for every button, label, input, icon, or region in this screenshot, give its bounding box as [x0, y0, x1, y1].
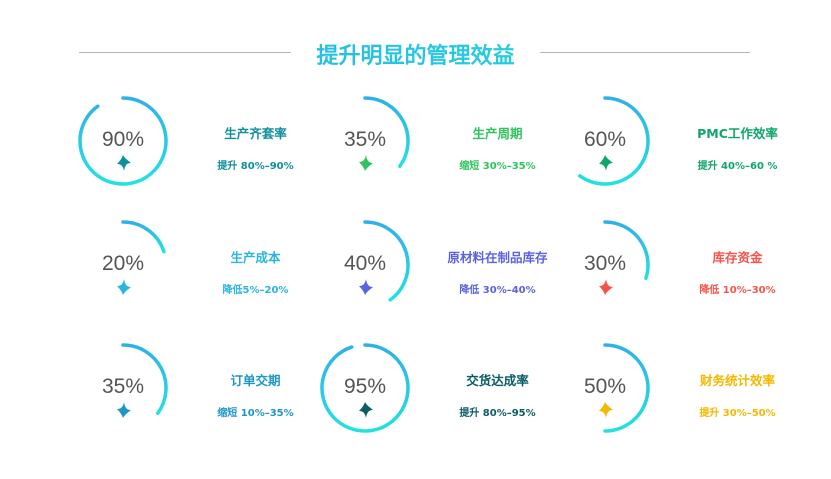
arrow-up-icon: [359, 402, 373, 418]
metric-name: 生产齐套率: [224, 126, 287, 141]
metric-card: 35% 生产周期 缩短 30%–35%: [320, 96, 560, 196]
metric-description: 提升 40%–60 %: [697, 161, 778, 172]
metric-description: 提升 30%–50%: [699, 408, 776, 419]
metric-percent: 60%: [583, 128, 627, 151]
metric-card: 20% 生产成本 降低5%–20%: [78, 220, 318, 320]
progress-ring: [363, 96, 410, 169]
metric-percent: 40%: [343, 252, 387, 275]
progress-arc: [320, 343, 410, 433]
arrow-up-icon: [599, 402, 613, 418]
metric-name: 订单交期: [230, 373, 281, 388]
metric-card: 60% PMC工作效率 提升 40%–60 %: [560, 96, 800, 196]
arrow-down-icon: [599, 279, 613, 295]
progress-arc: [603, 343, 650, 433]
metric-card: 30% 库存资金 降低 10%–30%: [560, 220, 800, 320]
progress-ring: [363, 220, 410, 302]
metric-description: 降低5%–20%: [222, 285, 289, 296]
metric-percent: 35%: [343, 128, 387, 151]
progress-ring: [577, 96, 650, 186]
metric-description: 提升 80%–90%: [217, 161, 294, 172]
arrow-down-icon: [117, 279, 131, 295]
progress-ring: [603, 220, 650, 281]
metric-name: 生产周期: [472, 126, 523, 141]
progress-arc: [577, 96, 650, 186]
metric-percent: 95%: [343, 375, 387, 398]
progress-ring: [121, 220, 166, 254]
progress-ring: [320, 343, 410, 433]
metric-percent: 20%: [101, 252, 145, 275]
progress-arc: [363, 96, 410, 169]
metric-percent: 30%: [583, 252, 627, 275]
arrow-up-icon: [117, 155, 131, 171]
arrow-down-icon: [359, 155, 373, 171]
metric-percent: 35%: [101, 375, 145, 398]
title-divider-left: [79, 52, 291, 53]
metric-description: 缩短 30%–35%: [459, 161, 536, 172]
metric-percent: 90%: [101, 128, 145, 151]
arrow-down-icon: [359, 279, 373, 295]
metric-description: 降低 30%–40%: [459, 285, 536, 296]
metric-name: 原材料在制品库存: [447, 250, 548, 265]
metric-description: 缩短 10%–35%: [217, 408, 294, 419]
progress-ring: [121, 343, 168, 416]
metric-name: 财务统计效率: [699, 373, 775, 388]
metric-description: 提升 80%–95%: [459, 408, 536, 419]
metric-description: 降低 10%–30%: [699, 285, 776, 296]
progress-arc: [78, 96, 168, 186]
progress-ring: [78, 96, 168, 186]
progress-ring: [603, 343, 650, 433]
metric-card: 35% 订单交期 缩短 10%–35%: [78, 343, 318, 443]
metric-card: 40% 原材料在制品库存 降低 30%–40%: [320, 220, 560, 320]
metric-card: 90% 生产齐套率 提升 80%–90%: [78, 96, 318, 196]
progress-arc: [363, 220, 410, 302]
progress-arc: [603, 220, 650, 281]
metric-name: 库存资金: [712, 250, 763, 265]
metric-card: 95% 交货达成率 提升 80%–95%: [320, 343, 560, 443]
metric-name: PMC工作效率: [697, 126, 778, 141]
metric-name: 生产成本: [230, 250, 281, 265]
metric-name: 交货达成率: [466, 373, 529, 388]
progress-arc: [121, 220, 166, 254]
arrow-down-icon: [117, 402, 131, 418]
page-title: 提升明显的管理效益: [0, 38, 831, 70]
metric-card: 50% 财务统计效率 提升 30%–50%: [560, 343, 800, 443]
arrow-up-icon: [599, 155, 613, 171]
progress-arc: [121, 343, 168, 416]
metric-percent: 50%: [583, 375, 627, 398]
title-divider-right: [540, 52, 750, 53]
